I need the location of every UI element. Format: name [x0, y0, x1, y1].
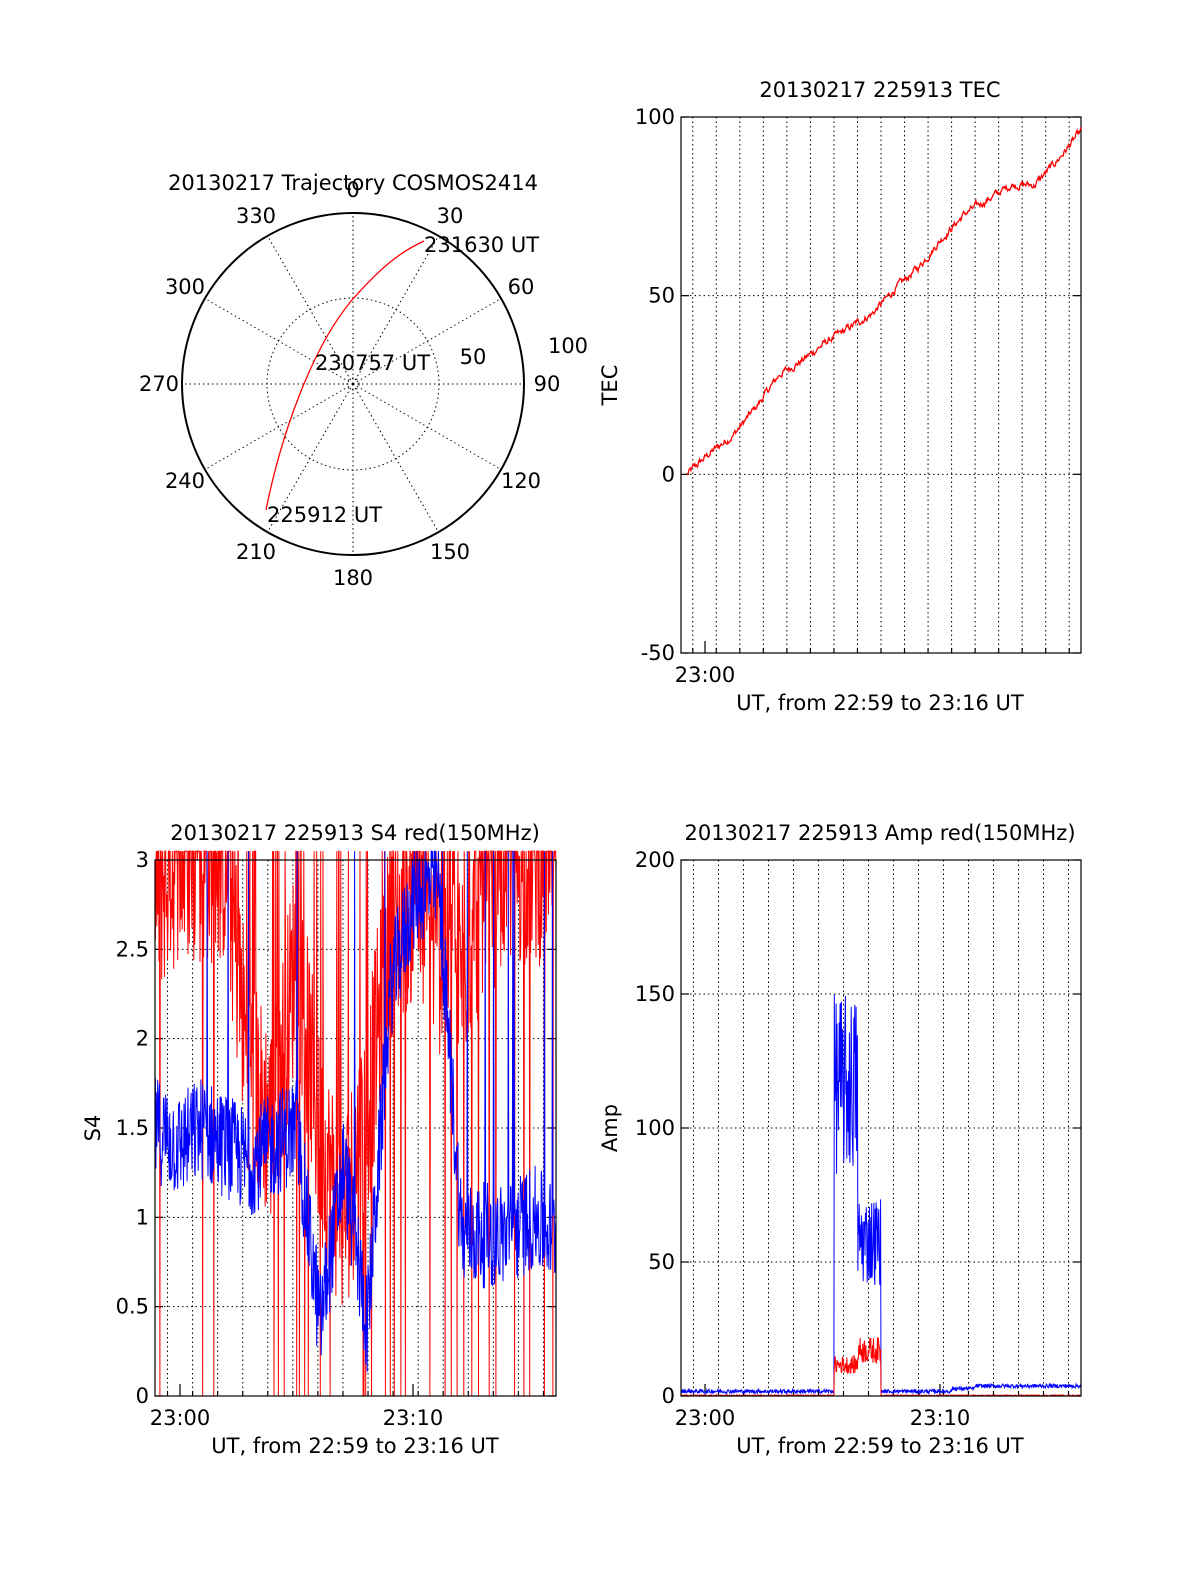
- s4-blue-series: [154, 850, 557, 1372]
- polar-azimuth-label-180: 180: [333, 566, 373, 590]
- y-tick-label: 100: [635, 1116, 675, 1140]
- tec-title: 20130217 225913 TEC: [759, 78, 1000, 102]
- polar-azimuth-label-270: 270: [139, 372, 179, 396]
- polar-azimuth-label-30: 30: [437, 204, 464, 228]
- amp-y-tick-labels: 200 150 100 50 0: [635, 848, 675, 1408]
- polar-azimuth-label-330: 330: [236, 204, 276, 228]
- polar-azimuth-label-150: 150: [430, 540, 470, 564]
- s4-x-tick-label-2300: 23:00: [150, 1406, 211, 1430]
- s4-y-tick-labels: 3 2.5 2 1.5 1 0.5 0: [116, 848, 149, 1408]
- amp-ylabel: Amp: [598, 1104, 622, 1152]
- polar-point-label-start: 225912 UT: [267, 503, 382, 527]
- amp-title: 20130217 225913 Amp red(150MHz): [684, 821, 1075, 845]
- polar-trajectory-line: [265, 240, 425, 511]
- polar-azimuth-label-120: 120: [501, 469, 541, 493]
- y-tick-label: 0: [662, 462, 675, 486]
- polar-spoke-240: [204, 383, 354, 470]
- polar-azimuth-label-60: 60: [508, 275, 535, 299]
- polar-point-label-end: 231630 UT: [424, 233, 539, 257]
- y-tick-label: 150: [635, 982, 675, 1006]
- y-tick-label: 2: [136, 1027, 149, 1051]
- polar-spokes: [182, 213, 524, 555]
- polar-point-label-mid: 230757 UT: [315, 351, 430, 375]
- y-tick-label: 50: [648, 1250, 675, 1274]
- y-tick-label: 50: [648, 284, 675, 308]
- y-tick-label: 1: [136, 1205, 149, 1229]
- polar-spoke-30: [352, 235, 439, 385]
- y-tick-label: 1.5: [116, 1116, 149, 1140]
- amp-xlabel: UT, from 22:59 to 23:16 UT: [736, 1434, 1024, 1458]
- y-tick-label: 2.5: [116, 937, 149, 961]
- polar-spoke-300: [204, 298, 354, 385]
- amp-x-tick-label-2300: 23:00: [675, 1406, 736, 1430]
- y-tick-label: 0: [136, 1384, 149, 1408]
- polar-spoke-150: [352, 383, 439, 533]
- y-tick-label: 0: [662, 1384, 675, 1408]
- s4-x-tick-label-2310: 23:10: [383, 1406, 444, 1430]
- amp-blue-series: [680, 994, 1082, 1396]
- y-tick-label: -50: [641, 641, 675, 665]
- tec-plot: 20130217 225913 TEC 100 50 0 -50 23:00 UT, …: [598, 78, 1082, 715]
- polar-radial-label-100: 100: [548, 334, 588, 358]
- tec-xlabel: UT, from 22:59 to 23:16 UT: [736, 691, 1024, 715]
- polar-spoke-120: [352, 383, 502, 470]
- amp-x-tick-label-2310: 23:10: [910, 1406, 971, 1430]
- amp-plot: 20130217 225913 Amp red(150MHz) 200 150 10…: [598, 821, 1082, 1458]
- polar-spoke-60: [352, 298, 502, 385]
- tec-y-tick-labels: 100 50 0 -50: [635, 105, 675, 665]
- tec-axis-frame: [680, 116, 1082, 654]
- tec-ylabel: TEC: [598, 365, 622, 407]
- amp-grid: [681, 859, 1081, 1397]
- polar-plot: 20130217 Trajectory COSMOS2414 0 30 60 90 12…: [139, 171, 588, 590]
- tec-x-tick-label: 23:00: [675, 663, 736, 687]
- s4-xlabel: UT, from 22:59 to 23:16 UT: [211, 1434, 499, 1458]
- polar-spoke-210: [267, 383, 354, 533]
- s4-axis-frame: [154, 859, 557, 1397]
- s4-plot: 20130217 225913 S4 red(150MHz) 3 2.5 2 1.5 1…: [81, 821, 557, 1458]
- polar-outer-circle: [181, 212, 525, 556]
- polar-azimuth-labels: 0 30 60 90 120 150 180 210 240 270 300 330: [139, 178, 560, 590]
- tec-series-line: [686, 127, 1082, 476]
- polar-radial-label-50: 50: [460, 345, 487, 369]
- y-tick-label: 200: [635, 848, 675, 872]
- s4-ylabel: S4: [81, 1115, 105, 1142]
- y-tick-label: 100: [635, 105, 675, 129]
- polar-azimuth-label-300: 300: [165, 275, 205, 299]
- polar-azimuth-label-210: 210: [236, 540, 276, 564]
- y-tick-label: 3: [136, 848, 149, 872]
- polar-azimuth-label-90: 90: [534, 372, 561, 396]
- polar-title: 20130217 Trajectory COSMOS2414: [168, 171, 538, 195]
- tec-grid: [681, 116, 1081, 654]
- polar-azimuth-label-0: 0: [346, 178, 359, 202]
- y-tick-label: 0.5: [116, 1295, 149, 1319]
- polar-azimuth-label-240: 240: [165, 469, 205, 493]
- s4-title: 20130217 225913 S4 red(150MHz): [170, 821, 540, 845]
- polar-spoke-330: [267, 235, 354, 385]
- amp-axis-frame: [680, 859, 1082, 1397]
